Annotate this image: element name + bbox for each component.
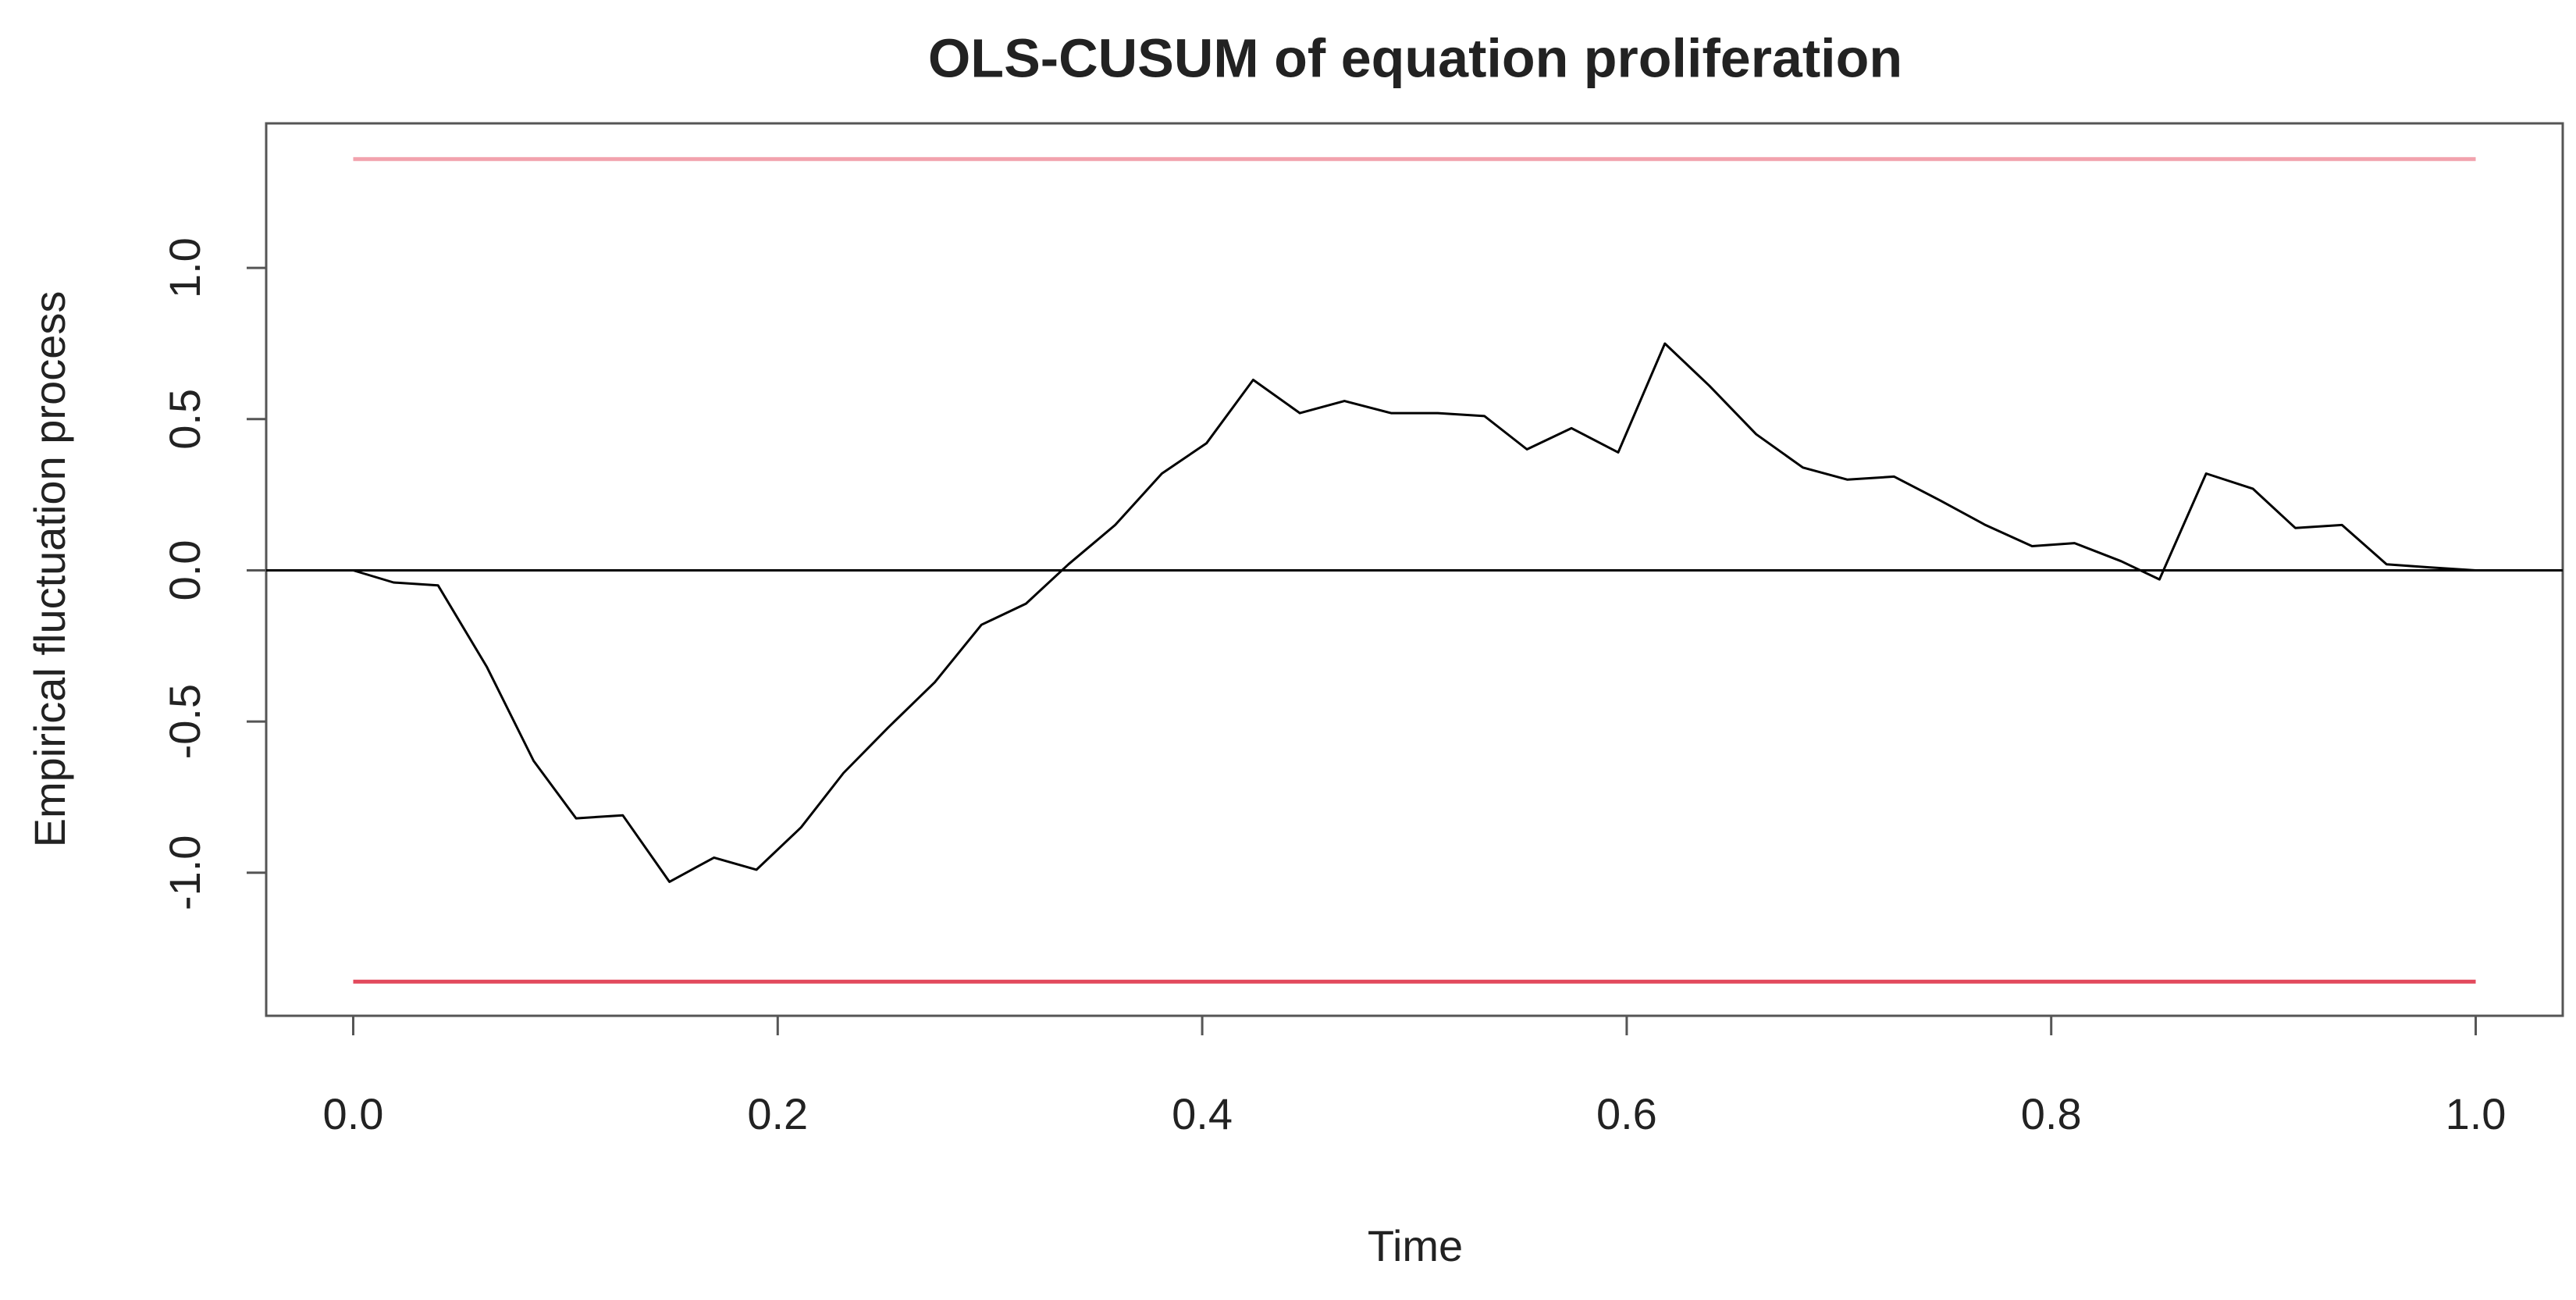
- data-line: [353, 342, 2476, 883]
- y-tick-label: 0.5: [160, 389, 209, 450]
- x-tick-label: 0.0: [323, 1089, 384, 1138]
- x-axis-label: Time: [1368, 1221, 1463, 1270]
- y-tick-label: 0.0: [160, 540, 209, 601]
- y-tick-label: 1.0: [160, 237, 209, 298]
- x-tick-label: 0.2: [747, 1089, 808, 1138]
- chart-title: OLS-CUSUM of equation proliferation: [928, 27, 1902, 88]
- y-tick-label: -0.5: [160, 684, 209, 760]
- x-tick-label: 0.6: [1596, 1089, 1657, 1138]
- x-tick-label: 1.0: [2446, 1089, 2507, 1138]
- y-tick-label: -1.0: [160, 835, 209, 911]
- y-axis-label: Empirical fluctuation process: [25, 291, 74, 848]
- x-tick-label: 0.4: [1172, 1089, 1233, 1138]
- x-tick-label: 0.8: [2021, 1089, 2082, 1138]
